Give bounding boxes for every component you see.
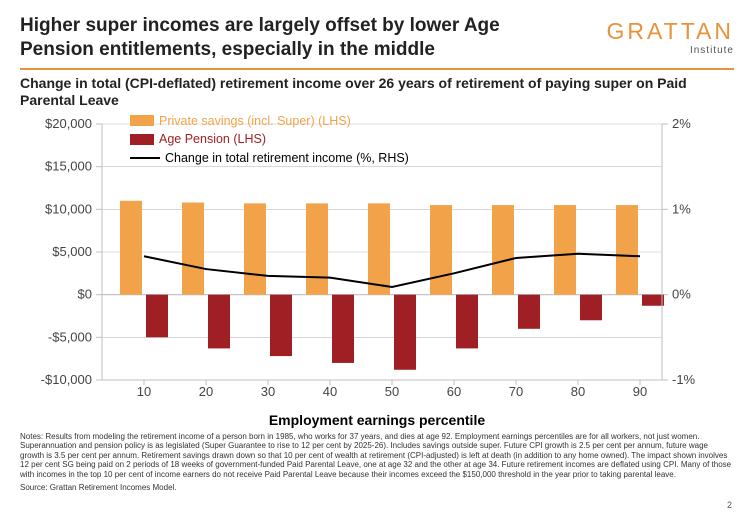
svg-text:$15,000: $15,000: [45, 158, 92, 173]
svg-text:70: 70: [509, 384, 523, 399]
source-text: Source: Grattan Retirement Incomes Model…: [20, 483, 734, 493]
svg-text:1%: 1%: [672, 201, 691, 216]
svg-text:-$10,000: -$10,000: [41, 372, 92, 387]
legend-label-pension: Age Pension (LHS): [159, 130, 266, 149]
legend-line: Change in total retirement income (%, RH…: [130, 149, 409, 168]
legend-swatch-pension: [130, 134, 154, 145]
legend-swatch-private: [130, 115, 154, 126]
legend-private: Private savings (incl. Super) (LHS): [130, 112, 409, 131]
legend-label-private: Private savings (incl. Super) (LHS): [159, 112, 351, 131]
chart-area: Private savings (incl. Super) (LHS) Age …: [20, 114, 734, 414]
svg-text:90: 90: [633, 384, 647, 399]
svg-text:$5,000: $5,000: [52, 244, 92, 259]
svg-text:-$5,000: -$5,000: [48, 329, 92, 344]
svg-text:2%: 2%: [672, 116, 691, 131]
svg-text:30: 30: [261, 384, 275, 399]
legend-line-marker: [130, 157, 160, 159]
svg-text:0%: 0%: [672, 286, 691, 301]
svg-text:$20,000: $20,000: [45, 116, 92, 131]
chart-title: Higher super incomes are largely offset …: [20, 14, 540, 62]
svg-text:$0: $0: [78, 286, 92, 301]
grattan-logo: GRATTAN Institute: [607, 14, 734, 56]
svg-text:-1%: -1%: [672, 372, 696, 387]
logo-main: GRATTAN: [607, 18, 734, 45]
legend: Private savings (incl. Super) (LHS) Age …: [130, 112, 409, 168]
x-axis-label: Employment earnings percentile: [20, 412, 734, 428]
chart-subtitle: Change in total (CPI-deflated) retiremen…: [20, 75, 734, 110]
svg-text:40: 40: [323, 384, 337, 399]
svg-text:20: 20: [199, 384, 213, 399]
notes-text: Notes: Results from modeling the retirem…: [20, 432, 734, 480]
header-divider: [20, 68, 734, 70]
legend-pension: Age Pension (LHS): [130, 130, 409, 149]
svg-text:50: 50: [385, 384, 399, 399]
legend-label-line: Change in total retirement income (%, RH…: [165, 149, 409, 168]
svg-text:$10,000: $10,000: [45, 201, 92, 216]
svg-text:60: 60: [447, 384, 461, 399]
page-number: 2: [727, 500, 732, 510]
svg-text:10: 10: [137, 384, 151, 399]
svg-text:80: 80: [571, 384, 585, 399]
logo-sub: Institute: [607, 45, 734, 56]
